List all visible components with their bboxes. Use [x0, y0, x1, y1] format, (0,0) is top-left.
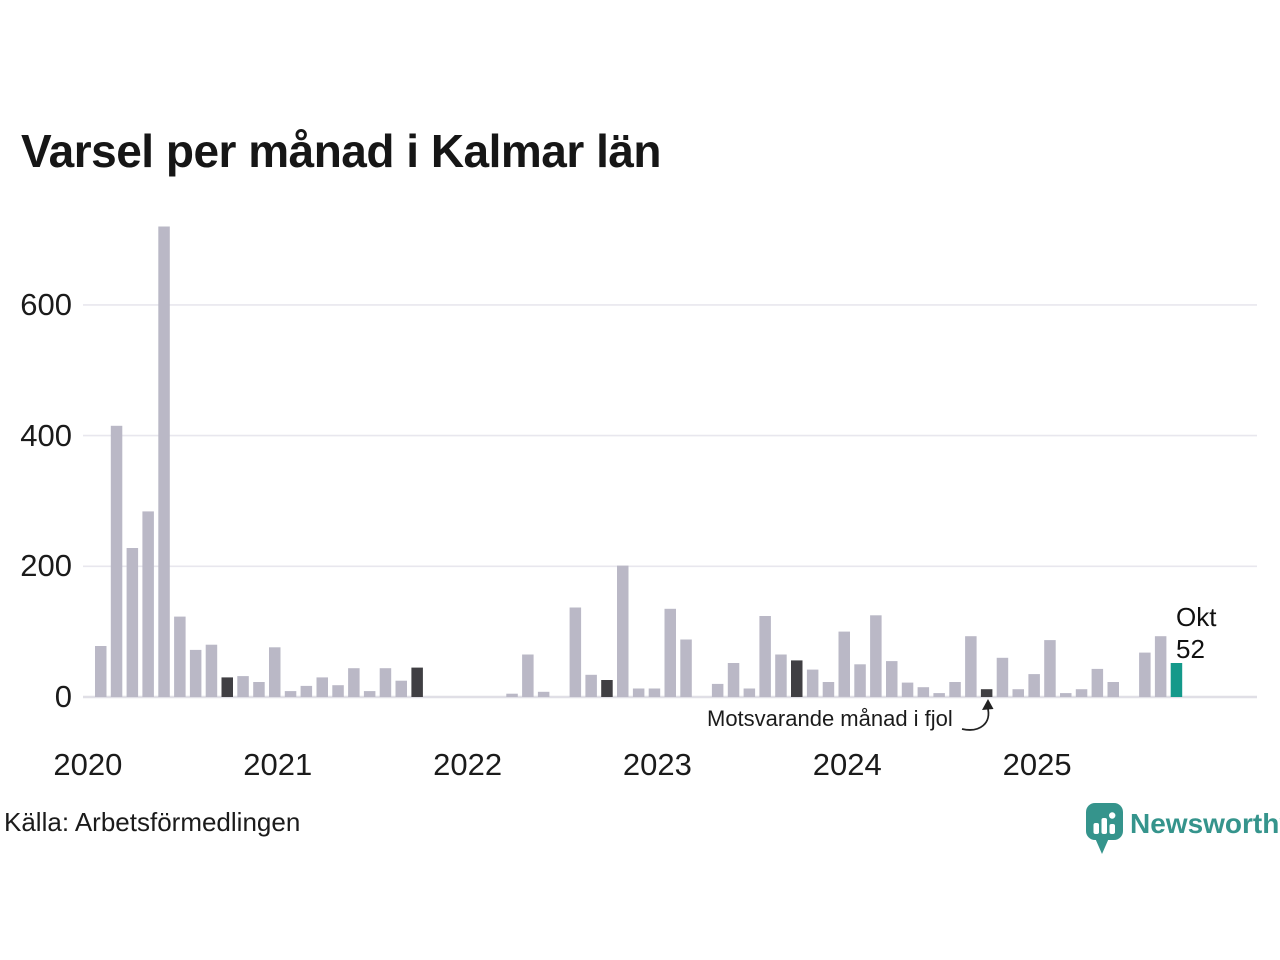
bar-2024-04: [886, 661, 898, 697]
last-point-value: 52: [1176, 634, 1205, 664]
bar-2022-11: [617, 565, 629, 697]
bar-2020-04: [126, 548, 139, 697]
bar-2024-02: [854, 664, 866, 697]
y-tick-label-600: 600: [20, 286, 72, 322]
x-tick-label-2025: 2025: [1002, 747, 1072, 782]
bar-2020-07: [174, 616, 186, 697]
x-tick-label-2022: 2022: [433, 747, 503, 782]
x-tick-label-2024: 2024: [812, 747, 882, 782]
bar-2021-10: [411, 667, 423, 697]
bar-2021-03: [300, 685, 313, 697]
bar-2023-05: [711, 683, 724, 697]
bar-2022-05: [522, 654, 534, 697]
bar-2025-03: [1060, 693, 1072, 697]
bar-2025-05: [1091, 668, 1104, 697]
bar-2021-05: [332, 685, 344, 697]
bar-2020-08: [189, 649, 202, 697]
bar-2022-06: [537, 691, 550, 697]
bar-2025-02: [1044, 640, 1056, 697]
bar-2022-09: [585, 674, 597, 697]
bar-2023-01: [648, 688, 661, 697]
bar-2023-07: [743, 688, 756, 697]
bar-2020-12: [253, 682, 265, 697]
y-tick-label-0: 0: [54, 679, 72, 714]
bar-2021-09: [395, 680, 407, 697]
bar-2022-12: [632, 688, 645, 697]
bar-2020-09: [205, 644, 218, 697]
bar-2025-09: [1154, 636, 1167, 697]
bar-2024-05: [901, 682, 914, 697]
annotation-arrowhead: [982, 699, 994, 710]
bar-2024-06: [917, 687, 930, 697]
bar-2025-10: [1170, 663, 1183, 697]
bar-2023-02: [664, 608, 676, 697]
x-tick-label-2023: 2023: [622, 747, 692, 782]
bar-2020-05: [142, 511, 154, 697]
bar-2021-06: [348, 668, 360, 697]
bar-2022-10: [601, 680, 613, 697]
bar-2020-02: [95, 646, 107, 697]
bar-2025-01: [1028, 674, 1040, 697]
bar-2021-04: [316, 677, 328, 697]
y-tick-label-400: 400: [20, 417, 72, 453]
bar-2021-07: [363, 691, 376, 697]
chart-title: Varsel per månad i Kalmar län: [21, 125, 662, 177]
x-tick-label-2021: 2021: [243, 747, 313, 782]
bar-2024-11: [996, 657, 1009, 697]
bar-2021-01: [269, 647, 281, 697]
newsworthy-wordmark: Newsworthy: [1130, 808, 1280, 839]
bar-2024-07: [933, 693, 945, 697]
y-tick-label-200: 200: [20, 548, 72, 584]
bar-2021-08: [379, 668, 392, 697]
bar-2023-11: [806, 669, 819, 697]
annotation-label: Motsvarande månad i fjol: [707, 706, 953, 731]
bar-2023-08: [759, 616, 771, 697]
bar-2020-10: [221, 677, 233, 697]
bar-2020-06: [158, 226, 170, 697]
bar-2024-01: [838, 631, 850, 697]
bar-2024-03: [870, 615, 882, 697]
source-label: Källa: Arbetsförmedlingen: [4, 807, 301, 837]
bar-2024-08: [949, 682, 961, 697]
bar-2022-08: [569, 607, 582, 697]
newsworthy-icon: [1086, 803, 1123, 854]
bar-2024-12: [1012, 689, 1024, 697]
bar-2021-02: [284, 691, 297, 697]
bar-2024-09: [965, 636, 977, 697]
bar-2025-04: [1075, 689, 1088, 697]
last-point-month: Okt: [1176, 602, 1217, 632]
bar-2020-03: [110, 425, 123, 697]
bar-2020-11: [237, 676, 249, 697]
bar-2023-10: [791, 660, 803, 697]
x-tick-label-2020: 2020: [53, 747, 123, 782]
bar-2023-06: [727, 663, 740, 697]
bar-2023-09: [775, 654, 787, 697]
bar-2025-08: [1139, 652, 1151, 697]
bar-2023-12: [822, 682, 835, 697]
bar-2022-04: [506, 693, 518, 697]
annotation-arrow: [961, 706, 990, 731]
last-point-label: Okt 52: [1176, 601, 1216, 665]
bar-2024-10: [980, 689, 993, 697]
bar-2023-03: [680, 639, 692, 697]
bar-2025-06: [1107, 682, 1119, 697]
